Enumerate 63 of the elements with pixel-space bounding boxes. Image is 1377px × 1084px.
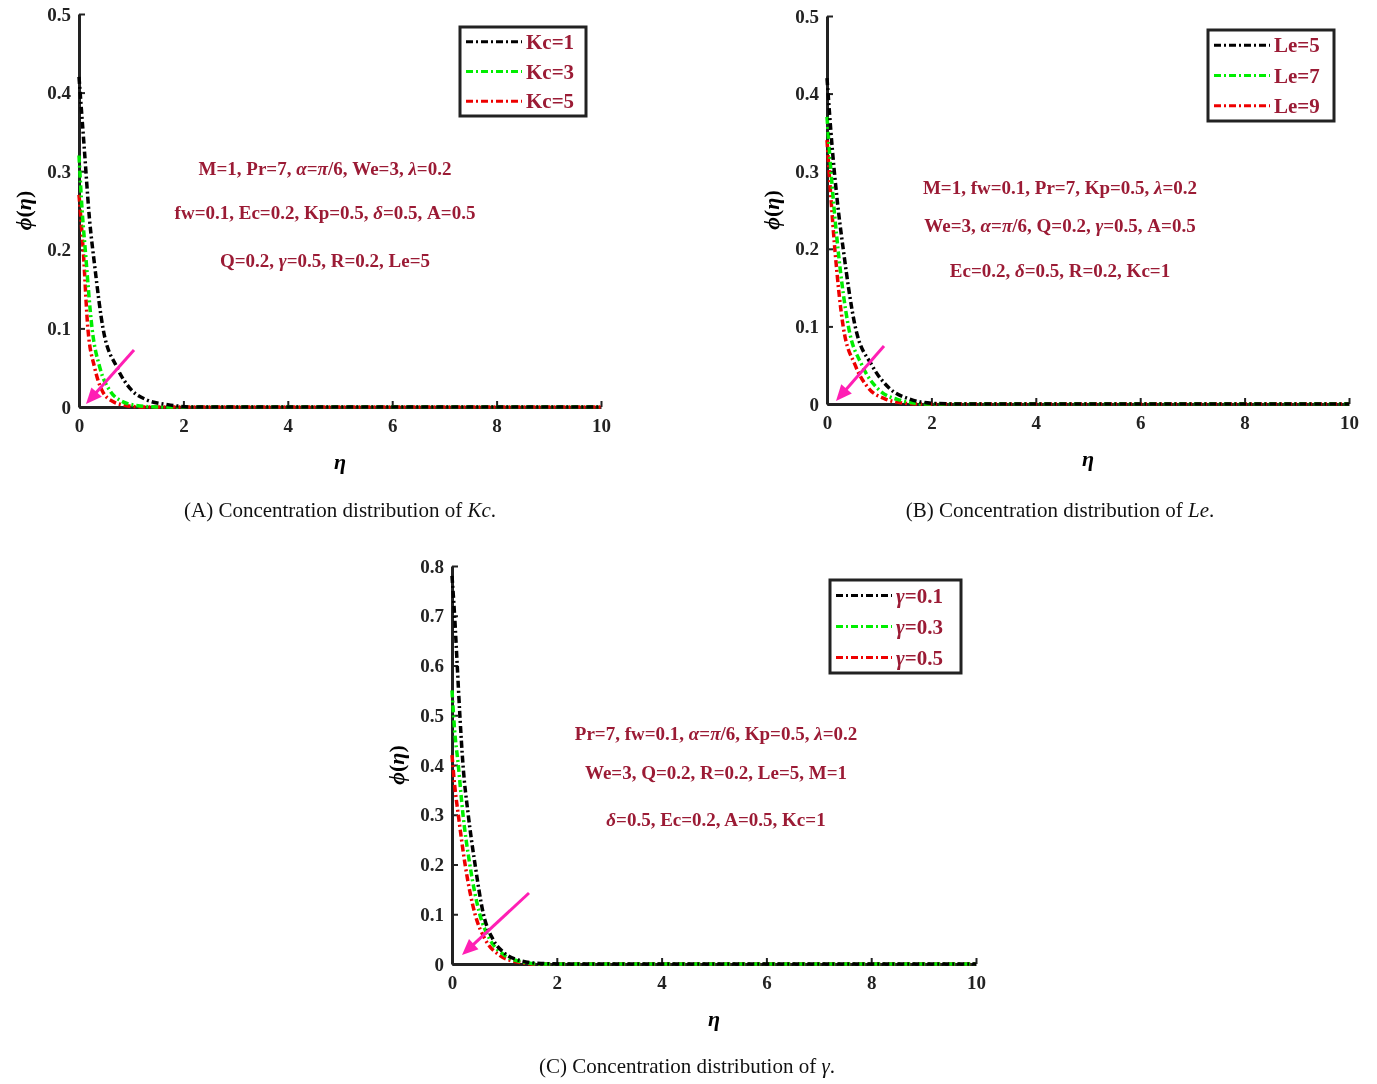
annotation: M=1, fw=0.1, Pr=7, Kp=0.5, λ=0.2 xyxy=(922,177,1198,198)
x-axis-title: η xyxy=(1081,446,1095,471)
y-tick-label: 0.6 xyxy=(420,655,444,677)
y-tick-label: 0.5 xyxy=(795,5,819,27)
x-tick-label: 6 xyxy=(387,415,398,437)
x-tick-label: 4 xyxy=(1031,412,1042,434)
text: (B) Concentration distribution of Le. xyxy=(905,498,1215,522)
y-tick-label: 0.2 xyxy=(420,854,444,876)
legend-label: Kc=1 xyxy=(526,29,575,54)
annotation: δ=0.5, Ec=0.2, A=0.5, Kc=1 xyxy=(606,809,826,830)
y-tick-label: 0.2 xyxy=(47,239,71,261)
x-tick-label: 6 xyxy=(1135,412,1146,434)
x-tick-label: 8 xyxy=(492,415,502,437)
x-tick-label: 2 xyxy=(179,415,189,437)
y-tick-label: 0.4 xyxy=(420,754,445,776)
annotation: fw=0.1, Ec=0.2, Kp=0.5, δ=0.5, A=0.5 xyxy=(174,202,476,223)
y-axis-title: ϕ(η) xyxy=(759,190,784,230)
y-tick-label: 0 xyxy=(434,953,444,975)
legend-label: γ=0.1 xyxy=(896,583,943,608)
annotation: Q=0.2, γ=0.5, R=0.2, Le=5 xyxy=(219,250,431,271)
annotation: We=3, α=π/6, Q=0.2, γ=0.5, A=0.5 xyxy=(924,215,1196,236)
legend-label: Le=7 xyxy=(1274,63,1320,88)
x-tick-label: 2 xyxy=(552,972,563,994)
y-axis-title: ϕ(η) xyxy=(11,190,36,231)
x-tick-label: 4 xyxy=(657,972,668,994)
legend-label: Le=9 xyxy=(1274,93,1320,118)
annotation: We=3, Q=0.2, R=0.2, Le=5, M=1 xyxy=(584,762,848,783)
x-tick-label: 8 xyxy=(1240,412,1250,434)
x-tick-label: 10 xyxy=(967,972,986,994)
y-axis-title: ϕ(η) xyxy=(384,745,409,785)
x-tick-label: 6 xyxy=(762,972,772,994)
x-tick-label: 10 xyxy=(592,415,611,437)
y-tick-label: 0.1 xyxy=(47,317,71,339)
x-tick-label: 10 xyxy=(1340,412,1359,434)
legend-label: Kc=3 xyxy=(526,59,575,84)
x-axis-title: η xyxy=(707,1006,721,1031)
y-tick-label: 0.2 xyxy=(795,238,819,260)
y-tick-label: 0.1 xyxy=(420,903,444,925)
legend-label: Le=5 xyxy=(1274,33,1320,58)
x-tick-label: 8 xyxy=(866,972,877,994)
annotation: Pr=7, fw=0.1, α=π/6, Kp=0.5, λ=0.2 xyxy=(574,723,858,744)
y-tick-label: 0.3 xyxy=(47,160,71,182)
y-tick-label: 0.5 xyxy=(47,3,71,25)
text: (C) Concentration distribution of γ. xyxy=(539,1054,835,1078)
y-tick-label: 0.1 xyxy=(795,315,819,337)
annotation: Ec=0.2, δ=0.5, R=0.2, Kc=1 xyxy=(949,260,1171,281)
y-tick-label: 0.3 xyxy=(420,804,444,826)
x-tick-label: 2 xyxy=(927,412,937,434)
annotation: M=1, Pr=7, α=π/6, We=3, λ=0.2 xyxy=(198,158,452,179)
legend-label: Kc=5 xyxy=(526,89,575,114)
y-tick-label: 0.4 xyxy=(47,82,72,104)
y-tick-label: 0.7 xyxy=(420,605,445,627)
y-tick-label: 0.4 xyxy=(795,83,820,105)
y-tick-label: 0.8 xyxy=(420,555,444,577)
y-tick-label: 0.3 xyxy=(795,160,819,182)
text: (A) Concentration distribution of Kc. xyxy=(183,498,497,522)
legend-label: γ=0.3 xyxy=(896,614,943,639)
x-tick-label: 4 xyxy=(283,415,294,437)
x-axis-title: η xyxy=(333,449,347,474)
legend-label: γ=0.5 xyxy=(896,645,943,670)
y-tick-label: 0 xyxy=(61,396,71,418)
y-tick-label: 0.5 xyxy=(420,704,444,726)
y-tick-label: 0 xyxy=(809,393,819,415)
